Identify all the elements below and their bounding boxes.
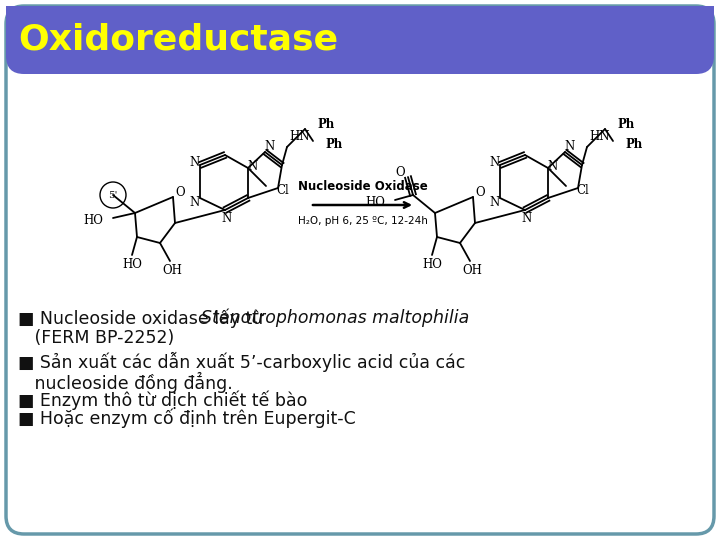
Text: Ph: Ph <box>317 118 334 131</box>
Text: N: N <box>490 197 500 210</box>
Text: ■ Nucleoside oxidase lấy từ: ■ Nucleoside oxidase lấy từ <box>18 308 269 328</box>
Text: N: N <box>522 212 532 225</box>
Text: O: O <box>475 186 485 199</box>
Text: HO: HO <box>365 197 385 210</box>
Text: ■ Hoặc enzym cố định trên Eupergit-C: ■ Hoặc enzym cố định trên Eupergit-C <box>18 408 356 428</box>
Text: nucleoside đồng đẳng.: nucleoside đồng đẳng. <box>18 372 233 393</box>
Text: Ph: Ph <box>325 138 342 151</box>
Text: HN: HN <box>589 131 610 144</box>
Text: HO: HO <box>122 259 142 272</box>
Text: ■ Enzym thô từ dịch chiết tế bào: ■ Enzym thô từ dịch chiết tế bào <box>18 390 307 410</box>
Text: 5': 5' <box>108 191 117 199</box>
Text: HN: HN <box>289 131 310 144</box>
Text: H₂O, pH 6, 25 ºC, 12-24h: H₂O, pH 6, 25 ºC, 12-24h <box>297 216 428 226</box>
Text: HO: HO <box>83 214 103 227</box>
Text: OH: OH <box>162 265 182 278</box>
Text: N: N <box>265 140 275 153</box>
Text: N: N <box>548 159 558 172</box>
Text: HO: HO <box>422 259 442 272</box>
Text: Oxidoreductase: Oxidoreductase <box>18 23 338 57</box>
Text: Nucleoside Oxidase: Nucleoside Oxidase <box>297 180 428 193</box>
Bar <box>6 6 714 24</box>
Text: Stenotrophomonas maltophilia: Stenotrophomonas maltophilia <box>202 309 469 327</box>
FancyBboxPatch shape <box>6 6 714 534</box>
Text: N: N <box>190 156 200 168</box>
Text: Cl: Cl <box>576 184 589 197</box>
Text: N: N <box>190 197 200 210</box>
Text: Cl: Cl <box>276 184 289 197</box>
Text: Ph: Ph <box>625 138 642 151</box>
Text: Ph: Ph <box>617 118 634 131</box>
Text: N: N <box>222 212 232 225</box>
Text: ■ Sản xuất các dẫn xuất 5’-carboxylic acid của các: ■ Sản xuất các dẫn xuất 5’-carboxylic ac… <box>18 352 465 372</box>
Text: (FERM BP-2252): (FERM BP-2252) <box>18 329 174 347</box>
Text: O: O <box>395 166 405 179</box>
FancyBboxPatch shape <box>6 6 714 74</box>
Text: N: N <box>248 159 258 172</box>
Text: N: N <box>490 156 500 168</box>
Text: OH: OH <box>462 265 482 278</box>
Text: N: N <box>565 140 575 153</box>
Text: O: O <box>175 186 185 199</box>
